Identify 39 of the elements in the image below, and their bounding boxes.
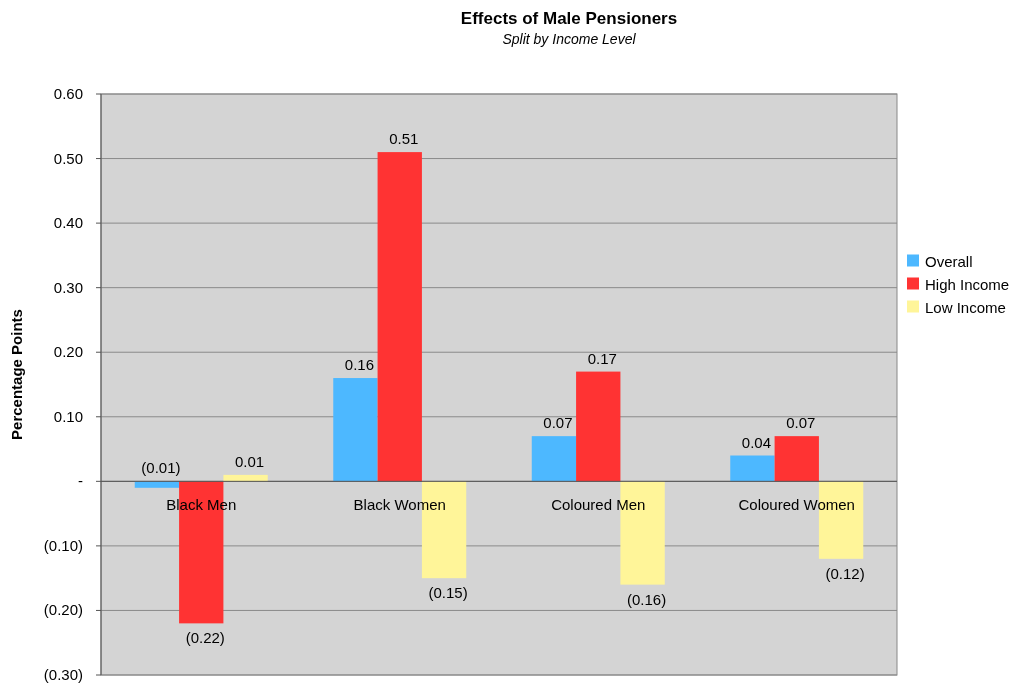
bar (730, 455, 775, 482)
x-tick-label: Black Women (353, 496, 446, 514)
bar (576, 371, 621, 482)
bar (377, 152, 422, 482)
data-label: 0.04 (741, 433, 772, 451)
data-label: (0.12) (825, 564, 865, 582)
data-label: 0.01 (234, 452, 265, 470)
data-label: (0.16) (626, 590, 667, 608)
data-label: 0.51 (389, 130, 419, 148)
data-label: 0.17 (587, 349, 617, 367)
y-tick-label: 0.10 (53, 407, 83, 425)
data-label: (0.01) (141, 459, 181, 477)
data-label: 0.07 (543, 414, 573, 432)
y-tick-label: 0.40 (53, 214, 83, 232)
data-label: 0.07 (786, 414, 816, 432)
data-label: (0.15) (428, 584, 468, 602)
bar (531, 436, 577, 482)
y-axis-title: Percentage Points (8, 309, 25, 440)
bar (774, 436, 819, 482)
legend-label: Overall (925, 252, 973, 270)
y-tick-label: (0.10) (43, 536, 83, 554)
chart-subtitle: Split by Income Level (502, 31, 637, 47)
bar (223, 474, 268, 482)
y-tick-label: 0.60 (53, 85, 83, 102)
y-tick-label: (0.30) (43, 666, 83, 683)
bar (333, 378, 378, 482)
data-label: (0.22) (185, 629, 225, 647)
chart-title: Effects of Male Pensioners (460, 9, 678, 28)
y-tick-label: 0.50 (53, 149, 83, 167)
bar (134, 481, 180, 488)
y-tick-label: (0.20) (43, 601, 83, 619)
x-tick-label: Coloured Women (738, 496, 855, 514)
legend-label: Low Income (925, 298, 1006, 316)
x-tick-label: Coloured Men (551, 496, 646, 514)
y-tick-label: 0.20 (53, 343, 83, 361)
y-tick-label: 0.30 (53, 278, 83, 296)
data-label: 0.16 (344, 356, 375, 374)
legend-label: High Income (925, 275, 1010, 293)
y-tick-label: - (78, 472, 83, 490)
